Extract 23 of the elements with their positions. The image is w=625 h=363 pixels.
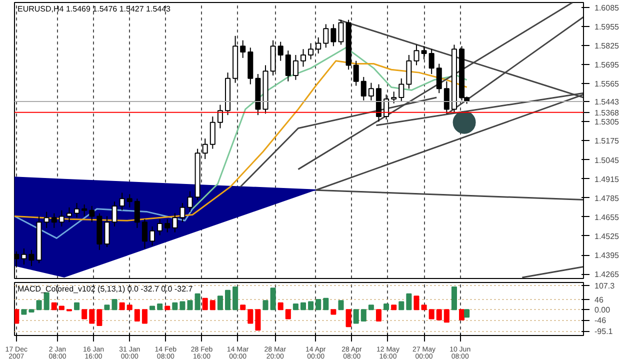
- y-tick-label: 1.5305: [594, 118, 620, 127]
- y-tick-label: 1.5695: [594, 60, 620, 70]
- y-tick-label: 0.00: [594, 306, 611, 315]
- ref-line-label: 1.5368: [594, 108, 620, 118]
- y-tick-label: -46: [594, 316, 607, 326]
- y-tick-label: 1.5955: [594, 22, 620, 32]
- y-tick-label: 107.3: [594, 281, 616, 290]
- y-tick-label: 1.4525: [594, 232, 620, 241]
- chart-title: EURUSD,H4 1.5469 1.5476 1.5427 1.5443: [18, 4, 172, 14]
- y-tick-label: -95.1: [594, 327, 614, 336]
- y-tick-label: 1.4265: [594, 270, 620, 280]
- y-tick-label: 1.6085: [594, 3, 620, 12]
- ref-line-label: 1.5443: [594, 97, 620, 106]
- y-tick-label: 1.5825: [594, 41, 620, 50]
- y-tick-label: 1.5045: [594, 156, 620, 165]
- y-tick-label: 1.4395: [594, 251, 620, 260]
- y-tick-label: 46: [594, 295, 604, 304]
- y-tick-label: 1.5175: [594, 136, 620, 146]
- y-tick-label: 1.4915: [594, 174, 620, 184]
- y-tick-label: 1.5565: [594, 80, 620, 89]
- y-tick-label: 1.4655: [594, 212, 620, 222]
- y-tick-label: 1.4785: [594, 194, 620, 203]
- chart-title: MACD_Colored_v102 (5,13,1) 0.0 -32.7 0.0 -32.7: [18, 284, 194, 294]
